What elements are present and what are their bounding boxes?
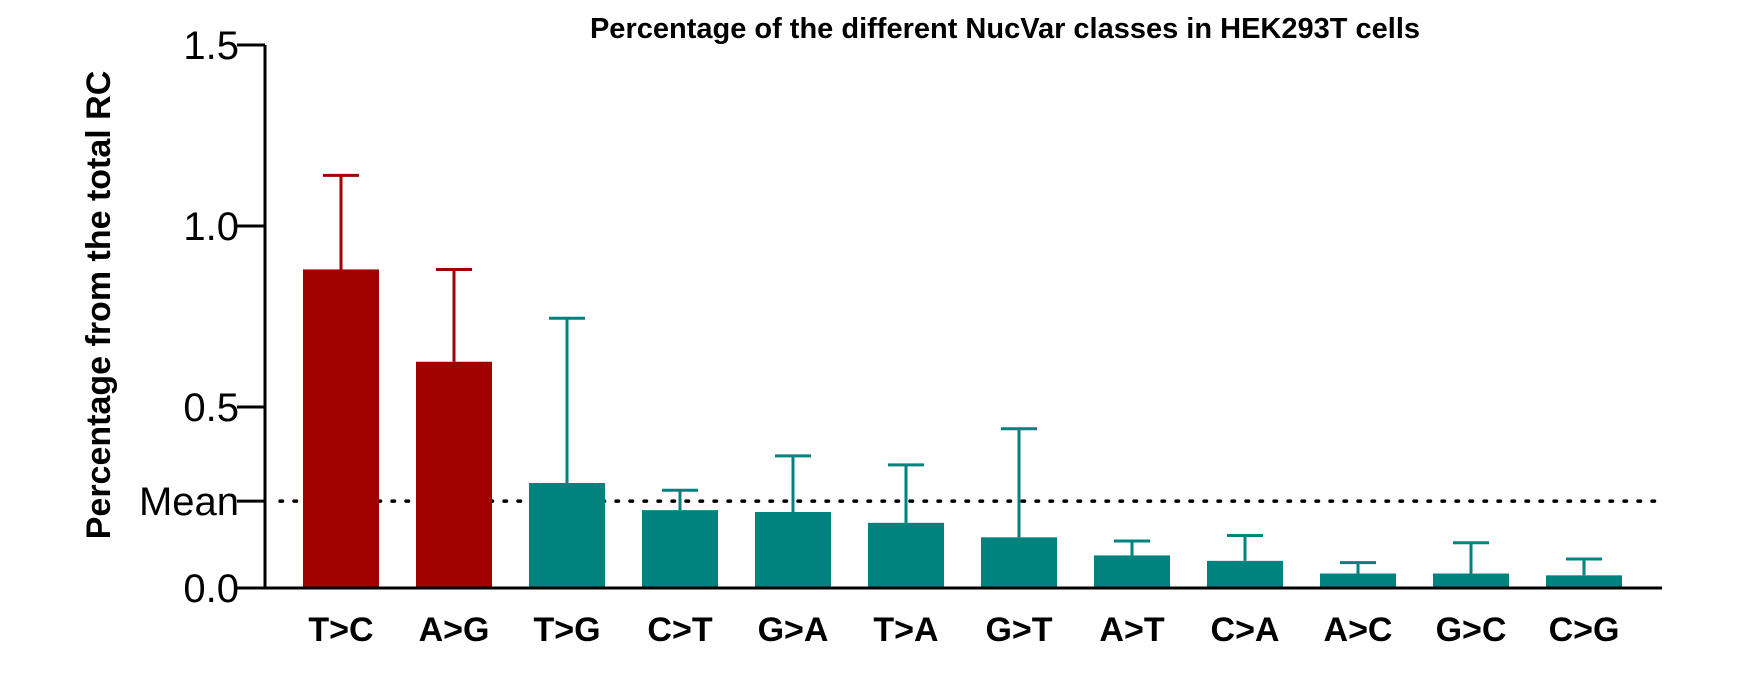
bar-A>C	[1320, 573, 1396, 588]
x-tick-label: T>C	[308, 611, 373, 649]
y-tick-label: Mean	[139, 480, 239, 524]
y-tick-label: 0.5	[183, 386, 239, 430]
error-bar-G>T	[1001, 427, 1037, 538]
bar-C>A	[1207, 560, 1283, 588]
x-tick-label: G>T	[985, 611, 1052, 649]
x-tick-label: C>A	[1211, 611, 1280, 649]
error-bar-C>T	[662, 488, 698, 511]
x-tick-label: C>T	[647, 611, 712, 649]
x-tick-label: T>A	[873, 611, 938, 649]
bar-T>A	[868, 522, 944, 588]
error-bar-T>G	[549, 316, 585, 484]
x-tick-label: T>G	[533, 611, 600, 649]
error-bar-A>G	[436, 267, 472, 362]
bars-group	[303, 269, 1622, 588]
bar-A>T	[1094, 555, 1170, 588]
bar-G>C	[1433, 573, 1509, 588]
error-bar-C>G	[1566, 557, 1602, 576]
x-ticks-group: T>C A>G T>G C>T G>A T>A G>T A>T C>A A>C G>C C>G	[308, 611, 1619, 649]
bar-G>A	[755, 511, 831, 588]
error-bar-G>C	[1453, 541, 1489, 574]
bar-C>T	[642, 510, 718, 588]
error-bar-G>A	[775, 454, 811, 512]
error-bar-A>C	[1340, 561, 1376, 574]
x-tick-label: C>G	[1549, 611, 1620, 649]
y-tick-label: 1.0	[183, 205, 239, 249]
bar-T>C	[303, 269, 379, 588]
error-bars-group	[323, 173, 1602, 576]
bar-A>G	[416, 361, 492, 588]
x-tick-label: G>C	[1436, 611, 1507, 649]
chart-title: Percentage of the different NucVar class…	[590, 13, 1420, 45]
bar-G>T	[981, 537, 1057, 588]
x-tick-label: A>C	[1324, 611, 1393, 649]
y-axis-label: Percentage from the total RC	[80, 71, 118, 540]
error-bar-T>C	[323, 173, 359, 270]
bar-C>G	[1546, 575, 1622, 588]
x-tick-label: G>A	[758, 611, 829, 649]
x-tick-label: A>T	[1099, 611, 1164, 649]
x-tick-label: A>G	[419, 611, 490, 649]
bar-T>G	[529, 483, 605, 588]
error-bar-C>A	[1227, 534, 1263, 561]
y-ticks-group: 0.0 0.5 1.0 1.5 Mean	[139, 24, 265, 611]
y-tick-label: 0.0	[183, 567, 239, 611]
error-bar-A>T	[1114, 539, 1150, 556]
y-tick-label: 1.5	[183, 24, 239, 68]
error-bar-T>A	[888, 463, 924, 523]
